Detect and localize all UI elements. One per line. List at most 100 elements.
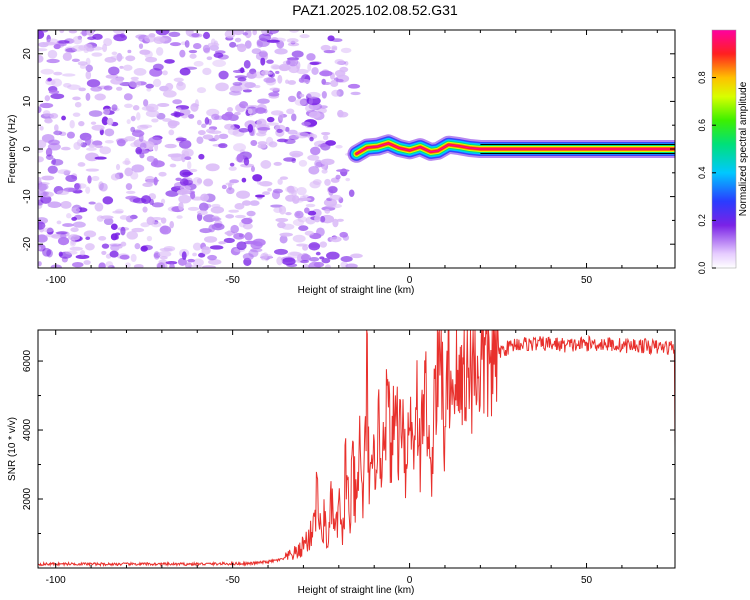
noise-speckle xyxy=(159,225,172,235)
noise-speckle xyxy=(331,89,341,97)
noise-speckle xyxy=(110,223,118,230)
noise-speckle xyxy=(85,168,100,172)
noise-speckle xyxy=(94,202,104,212)
noise-speckle xyxy=(138,43,144,49)
noise-speckle xyxy=(310,146,321,156)
noise-speckle xyxy=(340,47,352,54)
noise-speckle xyxy=(279,65,291,71)
noise-speckle xyxy=(325,140,337,146)
noise-speckle xyxy=(139,124,153,129)
noise-speckle xyxy=(81,30,88,37)
noise-speckle xyxy=(213,40,218,46)
noise-speckle xyxy=(184,156,192,160)
noise-speckle xyxy=(250,248,263,253)
noise-speckle xyxy=(143,99,149,107)
noise-speckle xyxy=(44,118,53,123)
noise-speckle xyxy=(236,241,247,251)
noise-speckle xyxy=(244,40,252,49)
noise-speckle xyxy=(302,245,309,251)
noise-speckle xyxy=(301,121,311,126)
noise-speckle xyxy=(257,127,271,131)
noise-speckle xyxy=(196,119,202,126)
noise-speckle xyxy=(192,242,202,251)
noise-speckle xyxy=(321,81,331,86)
noise-speckle xyxy=(203,214,216,223)
noise-speckle xyxy=(103,217,114,226)
noise-speckle xyxy=(300,254,311,262)
noise-speckle xyxy=(241,177,247,183)
noise-speckle xyxy=(305,104,314,113)
noise-speckle xyxy=(321,131,331,136)
noise-speckle xyxy=(47,142,61,151)
noise-speckle xyxy=(208,259,222,265)
noise-speckle xyxy=(274,48,288,55)
noise-speckle xyxy=(241,200,252,206)
noise-speckle xyxy=(302,194,309,198)
noise-speckle xyxy=(260,70,271,76)
noise-speckle xyxy=(51,234,62,239)
noise-speckle xyxy=(287,95,297,103)
noise-speckle xyxy=(152,63,164,71)
colorbar-tick-label: 0.8 xyxy=(697,71,707,84)
noise-speckle xyxy=(247,123,254,133)
noise-speckle xyxy=(71,45,86,52)
noise-speckle xyxy=(71,216,78,221)
noise-speckle xyxy=(318,143,329,148)
noise-speckle xyxy=(304,207,310,214)
noise-speckle xyxy=(109,243,122,247)
spectrogram-x-tick-label: -100 xyxy=(46,275,66,286)
noise-speckle xyxy=(83,230,97,238)
noise-speckle xyxy=(298,77,305,83)
noise-speckle xyxy=(287,129,298,135)
noise-speckle xyxy=(66,131,75,139)
noise-speckle xyxy=(110,77,123,85)
noise-speckle xyxy=(232,81,243,86)
noise-speckle xyxy=(105,74,119,79)
noise-speckle xyxy=(155,30,170,36)
noise-speckle xyxy=(38,106,42,114)
noise-speckle xyxy=(305,203,316,208)
noise-speckle xyxy=(277,74,283,84)
noise-speckle xyxy=(236,190,251,199)
noise-speckle xyxy=(50,159,64,166)
noise-speckle xyxy=(241,217,253,225)
spectrogram-y-tick-label: 20 xyxy=(22,48,33,60)
noise-speckle xyxy=(308,261,321,268)
noise-speckle xyxy=(87,175,92,184)
noise-speckle xyxy=(84,243,95,251)
signal-band-layer xyxy=(356,142,675,155)
noise-speckle xyxy=(99,146,112,155)
noise-speckle xyxy=(308,96,313,106)
noise-speckle xyxy=(264,254,273,260)
noise-speckle xyxy=(111,51,118,56)
noise-speckle xyxy=(243,240,258,245)
noise-speckle-field xyxy=(38,30,363,268)
noise-speckle xyxy=(47,165,58,174)
noise-speckle xyxy=(41,175,55,181)
noise-speckle xyxy=(151,118,159,123)
noise-speckle xyxy=(198,252,206,258)
noise-speckle xyxy=(62,223,74,227)
spectrogram-y-ticks: -20 -10 0 10 20 xyxy=(22,29,675,269)
noise-speckle xyxy=(258,50,268,58)
noise-speckle xyxy=(85,64,93,72)
noise-speckle xyxy=(224,30,236,39)
noise-speckle xyxy=(103,85,113,91)
noise-speckle xyxy=(296,68,309,75)
spectrogram-x-axis-label: Height of straight line (km) xyxy=(298,285,415,296)
noise-speckle xyxy=(38,156,44,163)
snr-x-ticks: -100 -50 0 50 xyxy=(46,330,658,586)
noise-speckle xyxy=(245,105,259,109)
noise-speckle xyxy=(111,104,118,112)
noise-speckle xyxy=(48,90,60,95)
noise-speckle xyxy=(229,41,237,48)
noise-speckle xyxy=(72,221,86,228)
noise-speckle xyxy=(90,86,103,92)
noise-speckle xyxy=(311,67,319,75)
colorbar-tick-label: 0.4 xyxy=(697,167,707,180)
noise-speckle xyxy=(187,206,200,211)
noise-speckle xyxy=(157,262,166,268)
noise-speckle xyxy=(278,111,284,121)
noise-speckle xyxy=(92,33,103,40)
